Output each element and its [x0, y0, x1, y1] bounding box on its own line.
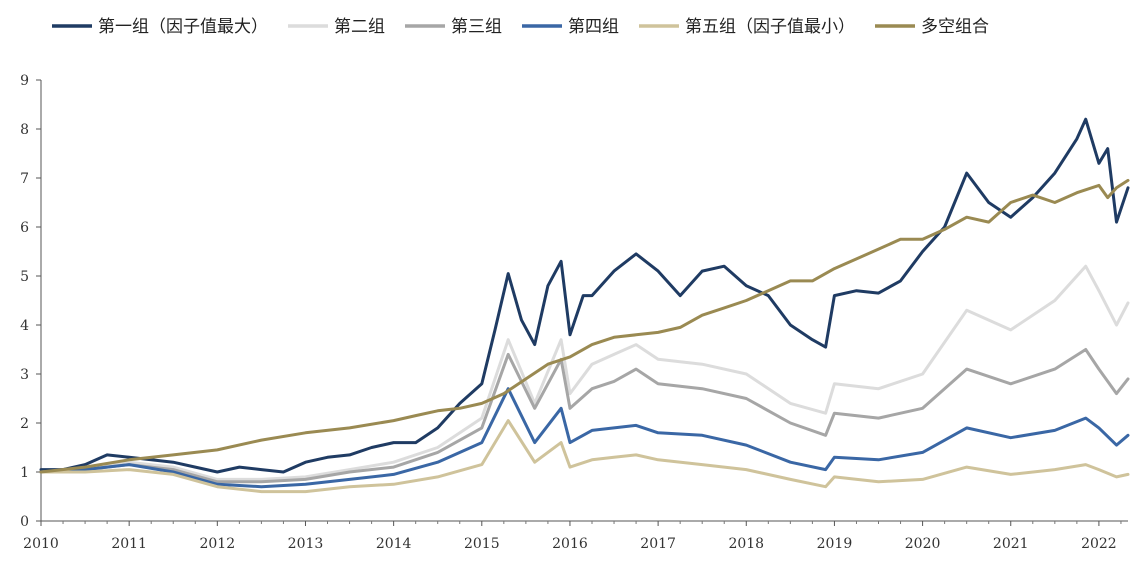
x-tick-label: 2016: [552, 536, 588, 552]
x-tick-label: 2012: [199, 536, 235, 552]
legend-label-6: 多空组合: [921, 17, 989, 37]
x-tick-label: 2013: [288, 536, 324, 552]
y-tick-label: 5: [20, 269, 29, 285]
x-tick-label: 2010: [23, 536, 59, 552]
series-line-6: [39, 178, 1130, 474]
legend-label-2: 第二组: [334, 17, 385, 37]
y-tick-label: 0: [20, 514, 29, 530]
y-tick-label: 7: [20, 171, 29, 187]
x-tick-label: 2014: [376, 536, 412, 552]
legend-label-5: 第五组（因子值最小）: [685, 17, 855, 37]
x-tick-label: 2017: [640, 536, 676, 552]
y-tick-label: 2: [20, 416, 29, 432]
y-tick-label: 9: [20, 73, 29, 89]
x-tick-label: 2019: [817, 536, 853, 552]
x-tick-label: 2011: [111, 536, 147, 552]
series-line-3: [39, 348, 1130, 484]
y-tick-label: 3: [20, 367, 29, 383]
legend: 第一组（因子值最大） 第二组 第三组 第四组 第五组（因子值最小） 多空组合: [52, 17, 989, 37]
x-tick-label: 2022: [1081, 536, 1117, 552]
series-line-5: [39, 419, 1130, 494]
series-lines: [39, 117, 1130, 494]
series-line-4: [39, 387, 1130, 489]
series-line-2: [39, 264, 1130, 481]
y-tick-label: 4: [20, 318, 29, 334]
y-tick-label: 8: [20, 122, 29, 138]
legend-label-4: 第四组: [568, 17, 619, 37]
x-tick-label: 2020: [905, 536, 941, 552]
x-tick-label: 2015: [464, 536, 500, 552]
y-tick-label: 1: [20, 465, 29, 481]
x-tick-label: 2021: [993, 536, 1029, 552]
legend-label-1: 第一组（因子值最大）: [98, 17, 268, 37]
series-line-1: [39, 117, 1130, 474]
axes: 0 1 2 3 4 5 6 7 8 9 2010 2011 2012 2013 2014 2015 2016 20…: [20, 73, 1128, 552]
legend-label-3: 第三组: [451, 17, 502, 37]
y-tick-label: 6: [20, 220, 29, 236]
x-tick-label: 2018: [728, 536, 764, 552]
